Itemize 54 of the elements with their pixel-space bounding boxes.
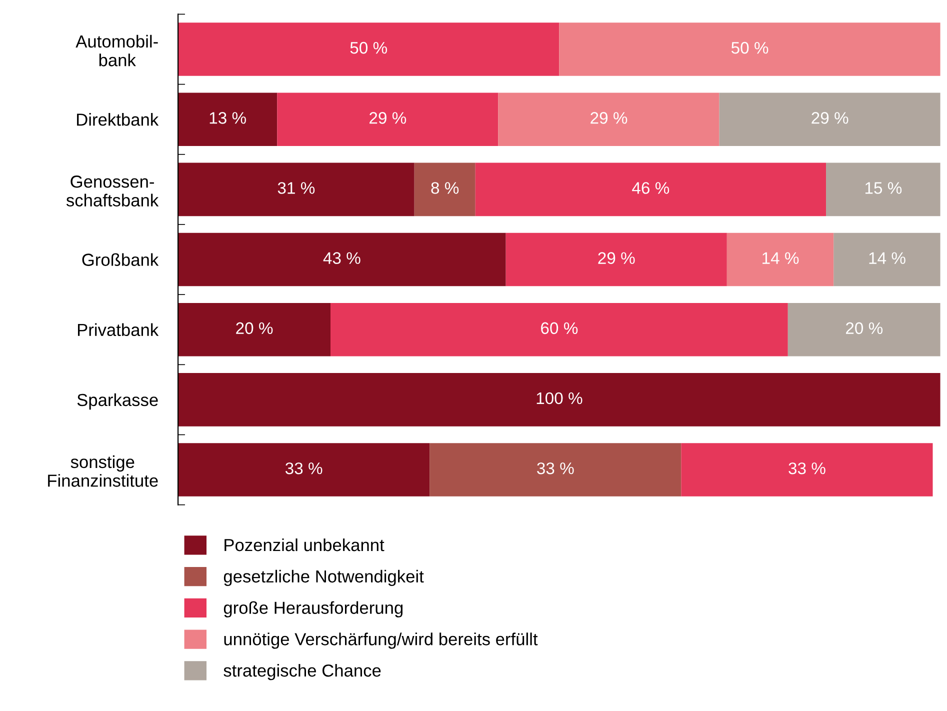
bar (498, 92, 720, 146)
data-label: 31 % (278, 182, 315, 194)
data-label: 43 % (323, 252, 360, 264)
y-tick-label: Sparkasse (77, 393, 158, 410)
bar (178, 373, 940, 426)
bar (277, 92, 498, 146)
bar (430, 443, 682, 496)
data-label: 60 % (541, 322, 578, 334)
data-label: 14 % (762, 252, 799, 264)
y-tick-label: Automobil- bank (76, 34, 158, 66)
bar (178, 162, 414, 216)
data-label: 15 % (865, 182, 902, 194)
bar (178, 232, 506, 286)
y-tick-label: Privatbank (78, 323, 159, 336)
y-tick-label: Großbank (82, 253, 159, 266)
legend-label: strategische Chance (224, 664, 381, 680)
bar (330, 302, 788, 356)
data-label: 29 % (812, 112, 848, 124)
data-label: 33 % (537, 462, 574, 474)
bar (178, 22, 560, 76)
bar (726, 232, 834, 286)
bar (414, 162, 476, 216)
legend-label: gesetzliche Notwendigkeit (224, 570, 424, 586)
data-label: 100 % (536, 392, 582, 404)
bar (834, 232, 940, 286)
data-label: 50 % (350, 42, 388, 54)
legend-label: große Herausforderung (224, 601, 403, 618)
bar (506, 232, 727, 286)
data-label: 46 % (632, 182, 670, 194)
bar (681, 443, 933, 496)
data-label: 33 % (788, 462, 826, 474)
bar (178, 92, 278, 146)
bar (178, 443, 430, 496)
data-label: 50 % (731, 42, 768, 54)
data-label: 29 % (370, 112, 406, 124)
y-tick-label: Direktbank (77, 113, 159, 126)
data-label: 20 % (846, 322, 883, 334)
legend-label: Pozenzial unbekannt (224, 538, 384, 552)
bar (475, 162, 826, 216)
data-label: 13 % (210, 112, 246, 124)
bar (826, 162, 940, 216)
data-label: 14 % (869, 252, 906, 264)
data-label: 8 % (431, 182, 459, 194)
legend-label: unnötige Verschärfung/wird bereits erfüllt (224, 632, 538, 649)
y-tick-label: Genossen- schaftsbank (66, 176, 159, 206)
bar (559, 22, 940, 76)
data-label: 29 % (590, 112, 628, 124)
bar (719, 92, 940, 146)
data-label: 33 % (285, 462, 322, 474)
bar (178, 302, 331, 356)
data-label: 29 % (598, 252, 635, 264)
data-label: 20 % (236, 322, 273, 334)
y-tick-label: sonstige Finanzinstitute (48, 455, 158, 487)
bar (788, 302, 940, 356)
